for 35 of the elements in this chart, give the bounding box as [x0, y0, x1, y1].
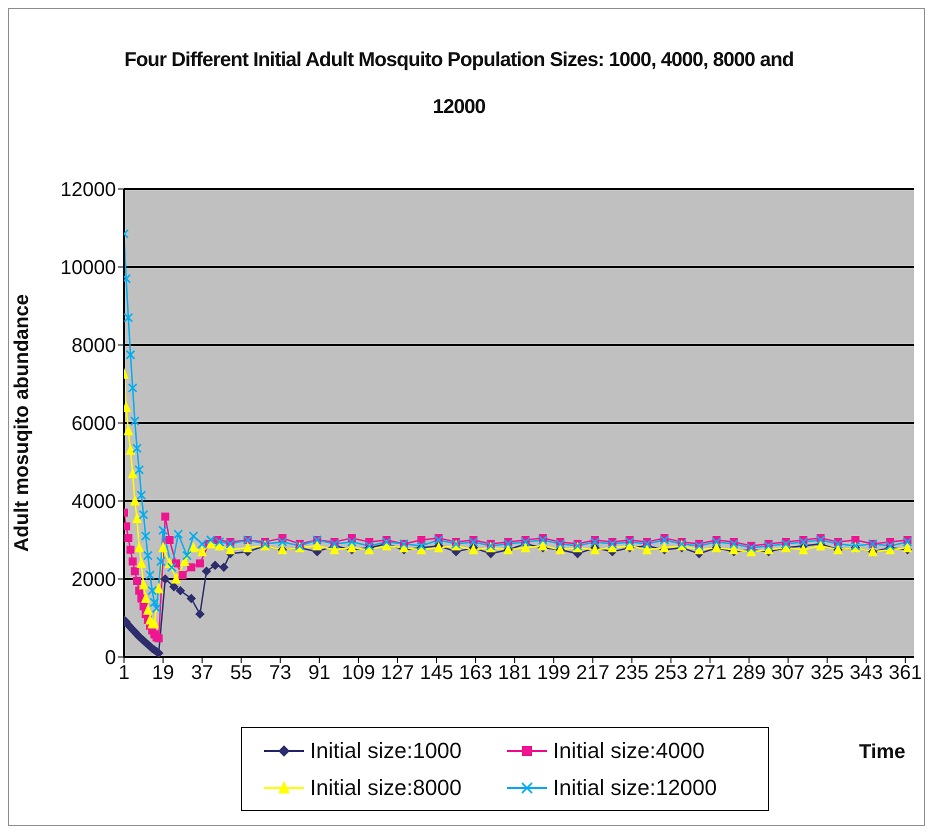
x-tick-label: 325	[810, 662, 844, 684]
y-tick-label: 10000	[60, 257, 116, 280]
x-tick-label: 271	[693, 662, 727, 684]
x-tick-label: 91	[308, 662, 330, 684]
x-tick-label: 235	[615, 662, 649, 684]
x-tick-label: 199	[537, 662, 570, 684]
legend-label: Initial size:1000	[310, 738, 462, 764]
legend-label: Initial size:4000	[553, 738, 705, 764]
x-tick-label: 55	[230, 662, 252, 684]
y-tick-label: 0	[104, 647, 116, 670]
x-tick-label: 1	[118, 662, 130, 684]
x-tick-label: 361	[888, 662, 922, 684]
legend-label: Initial size:8000	[310, 774, 462, 800]
x-axis-title: Time	[859, 741, 906, 764]
x-tick-label: 181	[498, 662, 532, 684]
x-tick-label: 217	[576, 662, 610, 684]
x-tick-label: 73	[269, 662, 292, 684]
x-tick-label: 127	[380, 662, 414, 684]
y-tick-label: 2000	[72, 569, 116, 592]
x-tick-label: 307	[771, 662, 805, 684]
x-tick-label: 19	[152, 662, 174, 684]
x-tick-label: 37	[191, 662, 214, 684]
x-tick-label: 289	[732, 662, 766, 684]
x-tick-label: 163	[458, 662, 492, 684]
y-tick-label: 12000	[60, 179, 116, 202]
y-tick-label: 6000	[72, 413, 116, 436]
x-tick-label: 343	[850, 662, 883, 684]
y-axis-title: Adult mosuqito abundance	[11, 294, 34, 552]
x-tick-label: 109	[342, 662, 376, 684]
x-tick-label: 253	[654, 662, 688, 684]
legend-label: Initial size:12000	[553, 774, 717, 800]
chart-title: Four Different Initial Adult Mosquito Population Sizes: 1000, 4000, 8000 and 12000	[124, 49, 794, 118]
x-tick-label: 145	[420, 662, 454, 684]
y-tick-label: 4000	[72, 491, 116, 514]
y-tick-label: 8000	[72, 335, 116, 358]
